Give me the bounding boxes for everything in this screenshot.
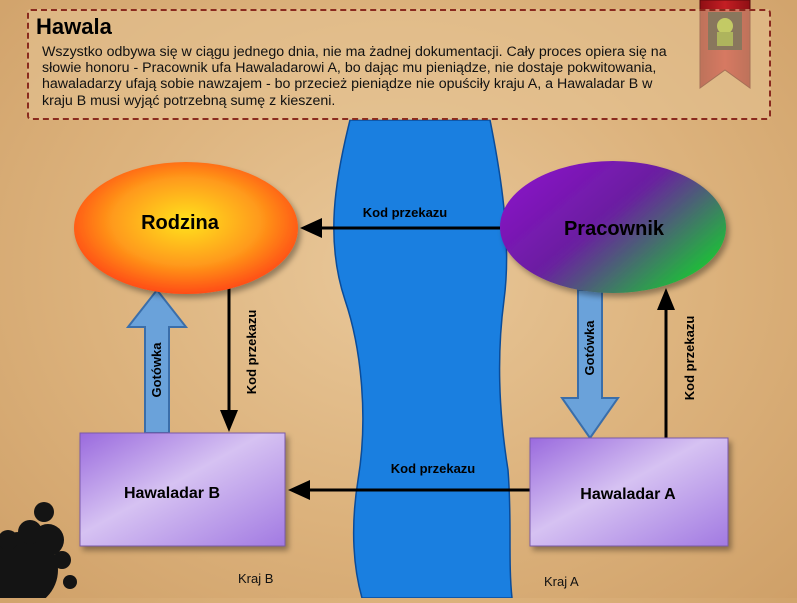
node-pracownik-label: Pracownik: [564, 218, 665, 240]
node-hawaladar-a: [529, 437, 729, 547]
edge-label-pracownik-to-rodzina: Kod przekazu: [363, 205, 448, 220]
page-description: Wszystko odbywa się w ciągu jednego dnia…: [42, 44, 667, 109]
node-hawaladar-b: [79, 432, 286, 547]
node-rodzina: [74, 162, 298, 294]
edge-hawaladar-a-to-pracownik: [657, 288, 675, 438]
edge-label-rodzina-to-hawaladar-b: Kod przekazu: [244, 310, 259, 395]
node-hawaladar-a-label: Hawaladar A: [580, 486, 676, 503]
region-label-kraj-b: Kraj B: [238, 571, 273, 586]
edge-pracownik-to-rodzina: [300, 218, 500, 238]
node-rodzina-label: Rodzina: [141, 212, 220, 234]
edge-label-cash-down: Gotówka: [582, 320, 597, 376]
cash-arrow-up: [125, 288, 189, 434]
header-panel: [27, 9, 771, 120]
edge-rodzina-to-hawaladar-b: [220, 285, 238, 432]
river: [333, 119, 513, 599]
inkblot-decoration: [0, 502, 77, 603]
cash-arrow-down: [560, 289, 620, 440]
region-label-kraj-a: Kraj A: [544, 574, 579, 589]
node-pracownik: [500, 161, 726, 293]
edge-label-hawaladar-a-to-b: Kod przekazu: [391, 461, 476, 476]
edge-label-cash-up: Gotówka: [149, 342, 164, 398]
page-title: Hawala: [36, 14, 112, 39]
edge-label-hawaladar-a-to-pracownik: Kod przekazu: [682, 316, 697, 401]
edge-hawaladar-a-to-b: [288, 480, 530, 500]
node-hawaladar-b-label: Hawaladar B: [124, 485, 220, 502]
